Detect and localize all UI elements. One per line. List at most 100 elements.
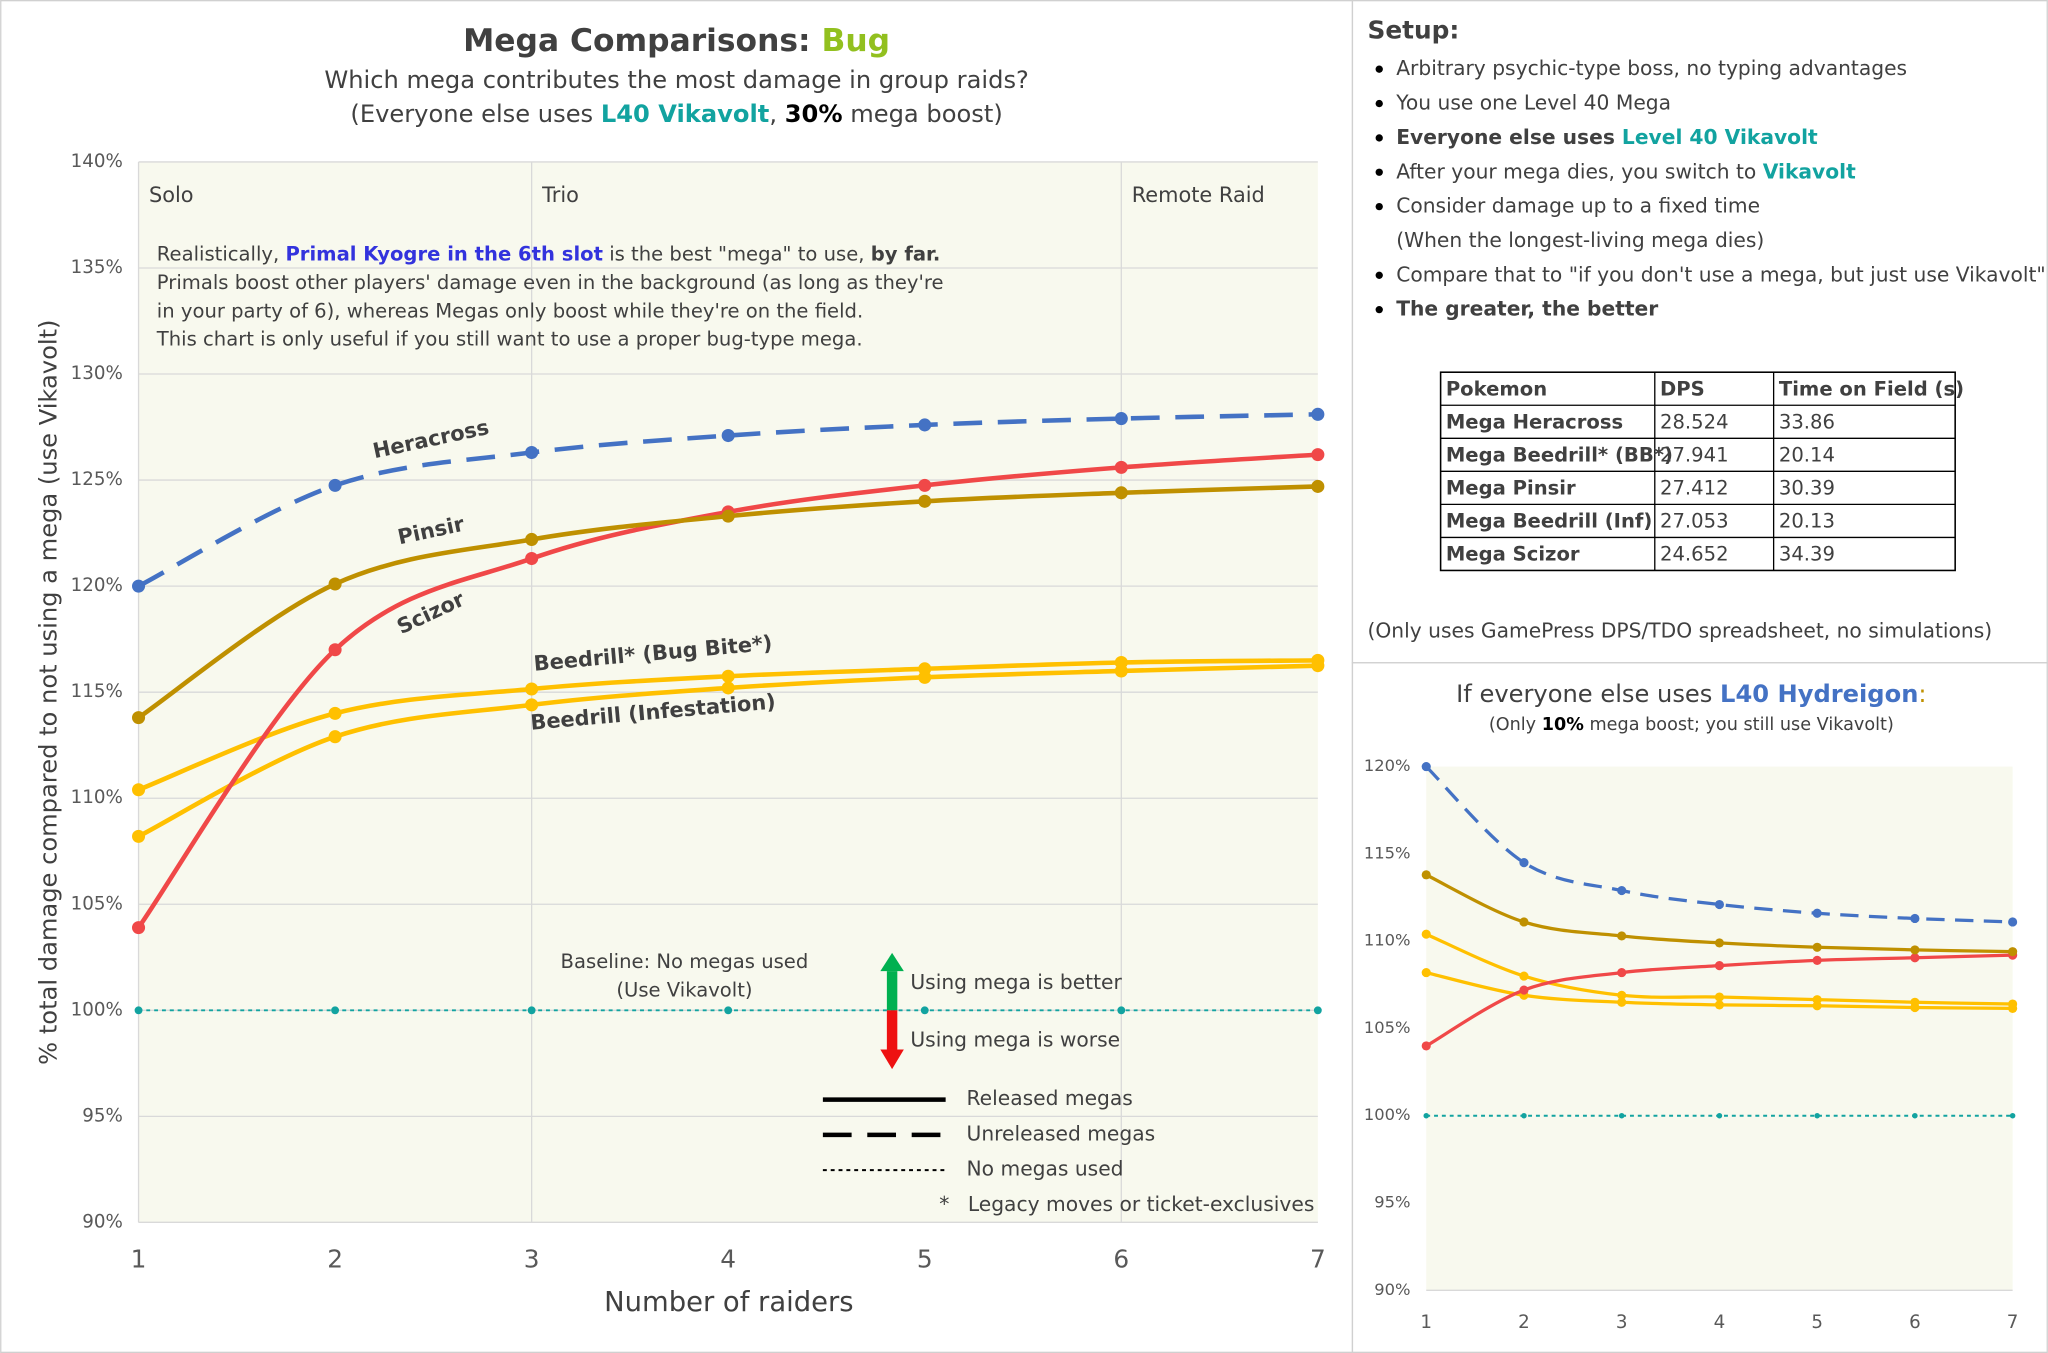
- y-tick-label: 115%: [1364, 843, 1411, 862]
- text-run: If everyone else uses: [1456, 680, 1720, 708]
- data-point: [1421, 1041, 1431, 1051]
- arrow-shaft: [886, 971, 898, 1011]
- data-point: [918, 494, 932, 508]
- x-tick-label: 6: [1113, 1244, 1129, 1273]
- data-point: [1114, 655, 1128, 670]
- data-point: [1117, 1006, 1126, 1015]
- setup-title: Setup:: [1367, 15, 1459, 44]
- table-cell: 24.652: [1660, 543, 1729, 566]
- setup-item: The greater, the better: [1396, 296, 1658, 320]
- text-run: 10%: [1542, 715, 1585, 735]
- data-point: [1421, 968, 1431, 978]
- text-run: :: [1918, 680, 1926, 708]
- y-tick-label: 90%: [82, 1211, 123, 1232]
- data-point: [328, 643, 342, 657]
- bullet: [1375, 168, 1383, 176]
- zone-label: Solo: [149, 183, 194, 207]
- arrow-head: [880, 952, 904, 972]
- setup-item: After your mega dies, you switch to Vika…: [1396, 159, 1856, 183]
- baseline-label: (Use Vikavolt): [616, 979, 752, 1002]
- table-cell: Mega Scizor: [1446, 543, 1580, 566]
- table-cell: 33.86: [1779, 411, 1835, 434]
- y-tick-label: 135%: [71, 257, 123, 278]
- legend-label: Released megas: [967, 1086, 1133, 1110]
- data-point: [1812, 995, 1822, 1005]
- data-point: [1519, 917, 1529, 927]
- data-point: [920, 1006, 929, 1015]
- y-tick-label: 100%: [71, 999, 123, 1020]
- x-axis-title: Number of raiders: [604, 1287, 853, 1318]
- data-point: [724, 1006, 733, 1015]
- y-tick-label: 105%: [1364, 1018, 1411, 1037]
- data-point: [1617, 885, 1627, 896]
- text-run: Bug: [821, 23, 890, 59]
- data-point: [721, 429, 735, 443]
- data-point: [2009, 1113, 2016, 1119]
- x-tick-label: 6: [1909, 1312, 1921, 1333]
- data-point: [1812, 955, 1822, 965]
- table-header: Pokemon: [1446, 378, 1547, 401]
- data-point: [132, 711, 146, 725]
- text-run: 30%: [785, 100, 843, 128]
- y-tick-label: 120%: [71, 575, 123, 596]
- text-run: Primals boost other players' damage even…: [157, 271, 944, 294]
- data-point: [1714, 1000, 1725, 1010]
- legend-label: Unreleased megas: [967, 1121, 1156, 1145]
- chart-subtitle: (Everyone else uses L40 Vikavolt, 30% me…: [350, 100, 1002, 128]
- x-tick-label: 2: [1518, 1312, 1530, 1333]
- x-tick-label: 1: [131, 1244, 147, 1273]
- data-point: [1311, 448, 1325, 462]
- bullet: [1375, 271, 1383, 279]
- y-tick-label: 140%: [71, 151, 123, 172]
- data-point: [328, 478, 342, 492]
- text-run: in your party of 6), whereas Megas only …: [157, 299, 863, 322]
- text-run: The greater, the better: [1396, 296, 1658, 320]
- data-point: [1910, 997, 1920, 1007]
- data-point: [2008, 999, 2018, 1009]
- data-point: [1311, 653, 1325, 667]
- annotation: in your party of 6), whereas Megas only …: [157, 299, 863, 322]
- table-cell: Mega Pinsir: [1446, 477, 1576, 500]
- table-cell: Mega Heracross: [1446, 411, 1623, 434]
- x-tick-label: 1: [1420, 1312, 1432, 1333]
- text-run: by far.: [871, 242, 941, 265]
- x-tick-label: 7: [2007, 1312, 2019, 1333]
- text-run: This chart is only useful if you still w…: [156, 327, 863, 350]
- data-point: [134, 1006, 143, 1015]
- x-tick-label: 4: [1714, 1312, 1726, 1333]
- y-tick-label: 125%: [71, 469, 123, 490]
- y-tick-label: 105%: [71, 893, 123, 914]
- data-point: [721, 669, 735, 683]
- data-point: [1716, 1113, 1723, 1119]
- text-run: You use one Level 40 Mega: [1395, 90, 1671, 114]
- setup-item: (When the longest-living mega dies): [1396, 227, 1764, 251]
- text-run: Consider damage up to a fixed time: [1396, 193, 1760, 217]
- setup-panel: [1351, 0, 2048, 664]
- legend-symbol: *: [939, 1192, 949, 1216]
- table-cell: Mega Beedrill (Inf): [1446, 510, 1653, 533]
- data-point: [1714, 899, 1725, 910]
- data-point: [1714, 961, 1725, 971]
- setup-item: Compare that to "if you don't use a mega…: [1396, 262, 2046, 286]
- text-run: After your mega dies, you switch to: [1396, 159, 1763, 183]
- data-point: [1714, 992, 1725, 1002]
- text-run: mega boost; you still use Vikavolt): [1584, 715, 1894, 735]
- arrow-label: Using mega is better: [910, 970, 1122, 994]
- text-run: L40 Vikavolt: [601, 100, 770, 128]
- data-point: [525, 698, 539, 712]
- table-cell: 30.39: [1779, 477, 1835, 500]
- y-axis-title: % total damage compared to not using a m…: [35, 320, 63, 1065]
- x-tick-label: 2: [327, 1244, 343, 1273]
- data-point: [721, 509, 735, 523]
- data-point: [1421, 762, 1431, 772]
- data-point: [721, 681, 735, 695]
- y-tick-label: 130%: [71, 363, 123, 384]
- data-point: [527, 1006, 536, 1015]
- text-run: is the best "mega" to use,: [603, 242, 871, 265]
- text-run: Vikavolt: [1763, 159, 1856, 183]
- data-point: [2008, 917, 2018, 927]
- setup-item: You use one Level 40 Mega: [1395, 90, 1671, 114]
- arrow-head: [880, 1049, 904, 1070]
- x-tick-label: 5: [1811, 1312, 1823, 1333]
